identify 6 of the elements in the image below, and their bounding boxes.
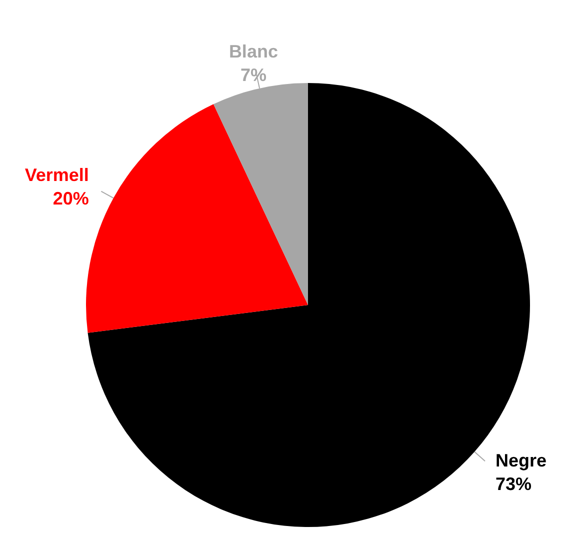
data-label: 73% (496, 474, 532, 494)
data-label: 7% (240, 64, 266, 85)
slice-label: Blanc (228, 41, 278, 62)
slice-label: Negre (496, 450, 547, 471)
data-label: 20% (52, 188, 89, 208)
slice-label: Vermell (24, 164, 89, 185)
